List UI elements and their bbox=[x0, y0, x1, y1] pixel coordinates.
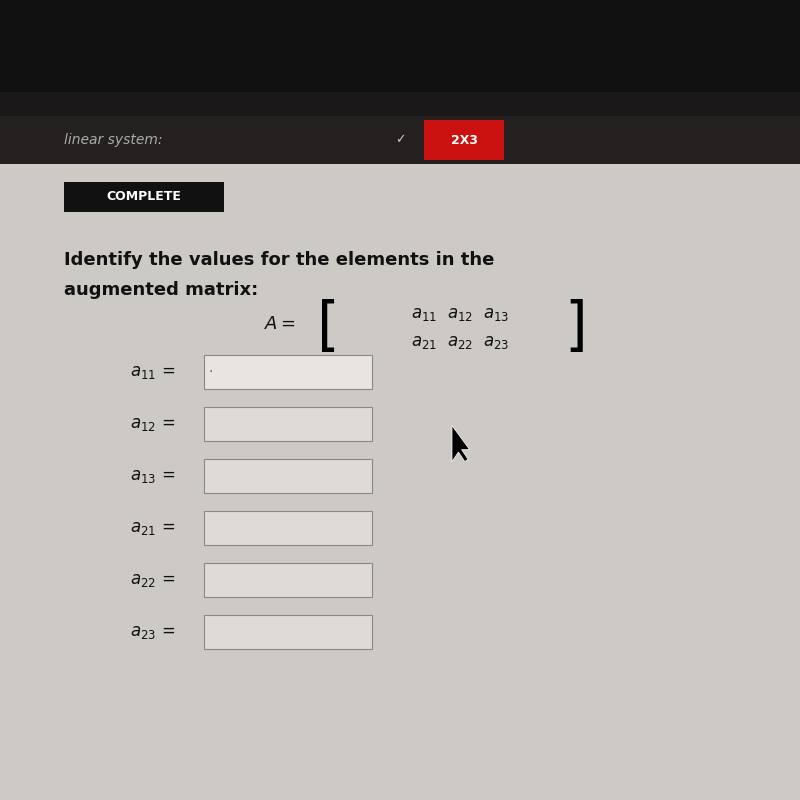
Text: 2X3: 2X3 bbox=[450, 134, 478, 146]
Bar bbox=[204, 563, 372, 597]
Bar bbox=[0, 92, 800, 116]
Text: ·: · bbox=[208, 365, 212, 379]
Bar bbox=[424, 120, 504, 160]
Text: $a_{11}$$\,=$: $a_{11}$$\,=$ bbox=[130, 363, 176, 381]
Bar bbox=[0, 116, 800, 164]
Bar bbox=[204, 407, 372, 441]
Text: $a_{23}$$\,=$: $a_{23}$$\,=$ bbox=[130, 623, 176, 641]
Text: $a_{22}$$\,=$: $a_{22}$$\,=$ bbox=[130, 571, 176, 589]
Text: $A =$: $A =$ bbox=[264, 315, 296, 333]
Bar bbox=[204, 615, 372, 649]
Text: [: [ bbox=[317, 299, 339, 357]
Text: linear system:: linear system: bbox=[64, 133, 162, 147]
Bar bbox=[204, 511, 372, 545]
Text: $a_{21}$  $a_{22}$  $a_{23}$: $a_{21}$ $a_{22}$ $a_{23}$ bbox=[411, 333, 509, 350]
Text: $a_{12}$$\,=$: $a_{12}$$\,=$ bbox=[130, 415, 176, 433]
Bar bbox=[204, 355, 372, 389]
Text: ]: ] bbox=[565, 299, 587, 357]
Text: $a_{21}$$\,=$: $a_{21}$$\,=$ bbox=[130, 519, 176, 537]
Bar bbox=[64, 182, 224, 212]
Bar bbox=[0, 0, 800, 92]
Text: $a_{11}$  $a_{12}$  $a_{13}$: $a_{11}$ $a_{12}$ $a_{13}$ bbox=[411, 305, 509, 322]
Text: $a_{13}$$\,=$: $a_{13}$$\,=$ bbox=[130, 467, 176, 485]
Bar bbox=[204, 459, 372, 493]
Text: Identify the values for the elements in the: Identify the values for the elements in … bbox=[64, 251, 494, 269]
Polygon shape bbox=[452, 426, 470, 462]
Text: COMPLETE: COMPLETE bbox=[106, 190, 182, 203]
Text: augmented matrix:: augmented matrix: bbox=[64, 281, 258, 298]
Text: ✓: ✓ bbox=[394, 134, 406, 146]
